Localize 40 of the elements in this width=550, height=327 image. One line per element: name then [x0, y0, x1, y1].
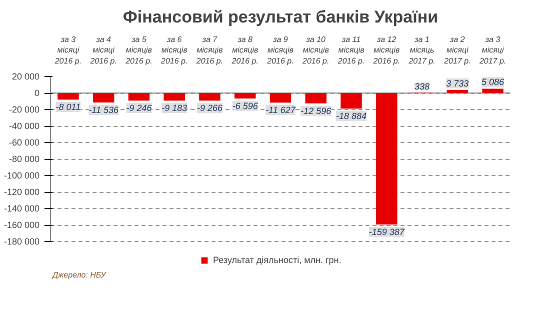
data-label: -159 387	[368, 226, 406, 237]
text: Джерело: НБУ	[52, 270, 107, 280]
y-tick-label: -160 000	[4, 220, 40, 230]
data-label: 3 733	[446, 78, 469, 88]
x-tick-label: за 12 місяців 2016 р.	[372, 34, 400, 66]
x-tick-label: за 11 місяців 2016 р.	[336, 34, 365, 66]
data-label: -11 536	[88, 104, 119, 115]
x-tick-label: за 4 місяці 2016 р.	[89, 34, 117, 66]
data-label: -9 246	[126, 103, 152, 114]
y-tick-label: -180 000	[4, 236, 40, 246]
data-label: -12 596	[300, 106, 332, 116]
y-tick-label: -60 000	[8, 138, 40, 148]
data-label: 5 086	[482, 77, 504, 88]
x-tick-label: за 3 місяці 2017 р.	[478, 34, 506, 66]
y-tick-label: -40 000	[8, 121, 40, 131]
x-tick-label: за 5 місяців 2016 р.	[124, 34, 152, 66]
data-label: -8 011	[56, 102, 81, 112]
legend-label: Результат діяльності, млн. грн.	[213, 255, 342, 265]
x-tick-label: за 8 місяців 2016 р.	[230, 34, 258, 66]
x-tick-label: за 10 місяців 2016 р.	[302, 34, 330, 66]
data-label: -6 596	[232, 100, 258, 111]
y-tick-label: -80 000	[8, 154, 40, 164]
y-tick-label: 0	[34, 88, 40, 98]
data-label: -11 627	[266, 105, 296, 116]
x-tick-label: за 7 місяців 2016 р.	[195, 34, 224, 66]
y-tick-label: -120 000	[4, 187, 40, 197]
data-label: -18 884	[336, 111, 367, 122]
data-label: 338	[414, 82, 430, 92]
x-tick-label: за 6 місяців 2016 р.	[160, 34, 188, 66]
x-tick-label: за 1 місяць 2017 р.	[408, 34, 436, 66]
x-tick-label: за 3 місяці 2016 р.	[54, 34, 82, 66]
chart-title: Фінансовий результат банків України	[122, 8, 438, 26]
y-tick-label: 20 000	[12, 72, 40, 82]
data-label: -9 266	[196, 103, 223, 114]
y-tick-label: -140 000	[4, 204, 40, 214]
x-tick-label: за 2 місяці 2017 р.	[443, 34, 471, 66]
y-tick-label: -20 000	[8, 104, 40, 114]
x-tick-label: за 9 місяців 2016 р.	[266, 34, 294, 66]
y-tick-label: -100 000	[4, 170, 40, 180]
data-label: -9 183	[162, 103, 188, 113]
